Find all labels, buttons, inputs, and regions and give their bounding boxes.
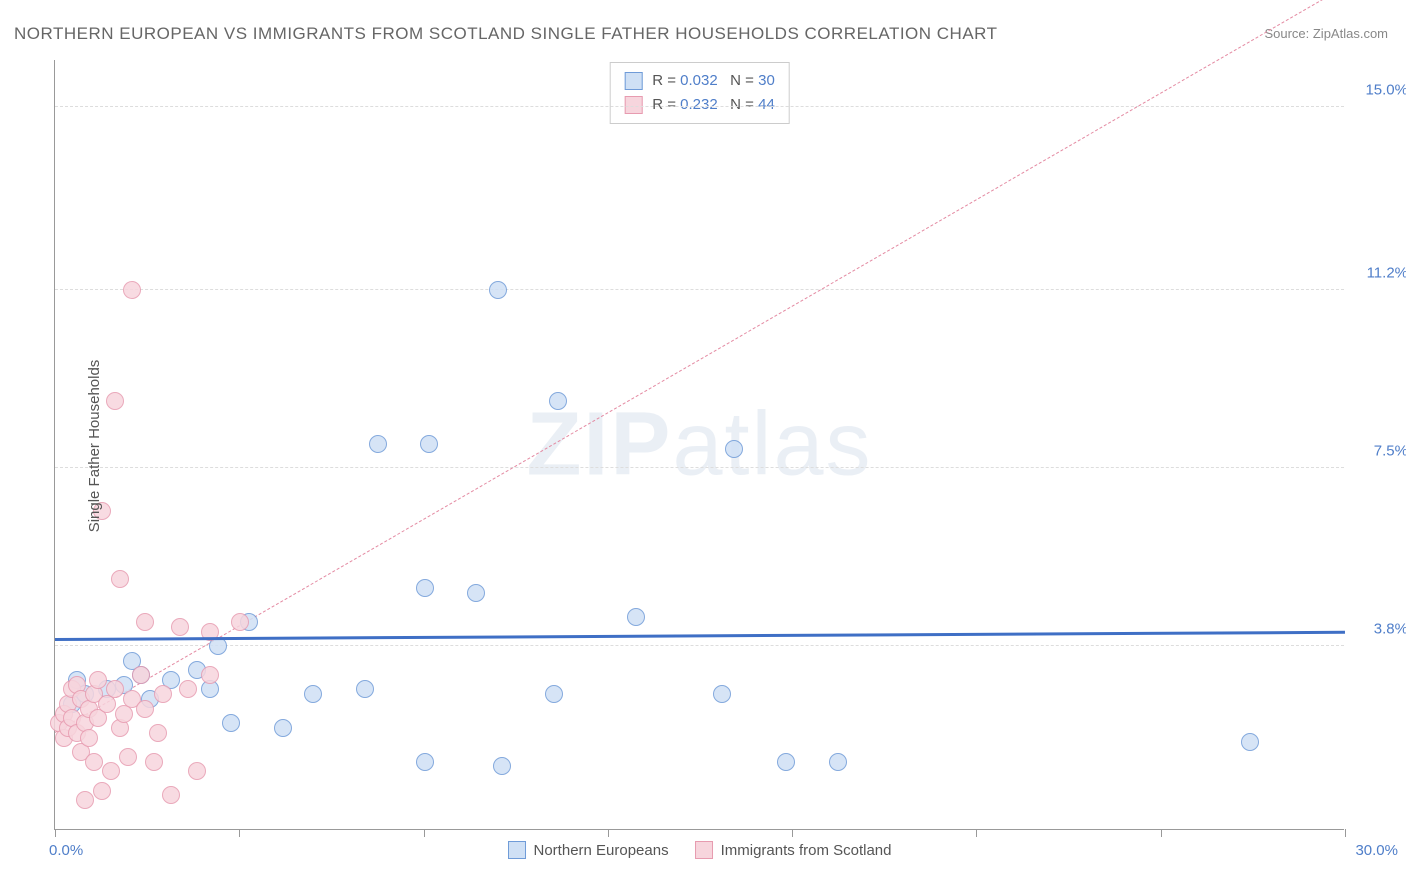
y-tick-label: 7.5% xyxy=(1352,443,1406,460)
y-axis-label: Single Father Households xyxy=(86,360,103,533)
data-point xyxy=(123,281,141,299)
data-point xyxy=(416,753,434,771)
gridline xyxy=(55,645,1344,646)
data-point xyxy=(136,700,154,718)
data-point xyxy=(136,613,154,631)
legend-label: Northern Europeans xyxy=(534,842,669,859)
y-tick-label: 3.8% xyxy=(1352,621,1406,638)
data-point xyxy=(627,608,645,626)
x-tick xyxy=(55,829,56,837)
legend-stats: R = 0.232 N = 44 xyxy=(652,93,775,117)
data-point xyxy=(171,618,189,636)
data-point xyxy=(713,685,731,703)
x-tick xyxy=(792,829,793,837)
x-tick xyxy=(424,829,425,837)
legend-item-northern_europeans: Northern Europeans xyxy=(508,841,669,859)
data-point xyxy=(222,714,240,732)
y-tick-label: 15.0% xyxy=(1352,82,1406,99)
x-min-label: 0.0% xyxy=(49,842,83,859)
gridline xyxy=(55,106,1344,107)
data-point xyxy=(80,729,98,747)
source-attribution: Source: ZipAtlas.com xyxy=(1264,26,1388,41)
data-point xyxy=(201,666,219,684)
legend-item-immigrants_scotland: Immigrants from Scotland xyxy=(695,841,892,859)
data-point xyxy=(369,435,387,453)
data-point xyxy=(76,791,94,809)
legend-row-immigrants_scotland: R = 0.232 N = 44 xyxy=(624,93,775,117)
x-tick xyxy=(1161,829,1162,837)
data-point xyxy=(188,762,206,780)
x-tick xyxy=(239,829,240,837)
data-point xyxy=(493,757,511,775)
data-point xyxy=(145,753,163,771)
trend-line-northern_europeans xyxy=(55,631,1345,641)
data-point xyxy=(420,435,438,453)
data-point xyxy=(132,666,150,684)
x-tick xyxy=(608,829,609,837)
data-point xyxy=(149,724,167,742)
data-point xyxy=(119,748,137,766)
data-point xyxy=(106,392,124,410)
legend-row-northern_europeans: R = 0.032 N = 30 xyxy=(624,69,775,93)
data-point xyxy=(85,753,103,771)
data-point xyxy=(162,786,180,804)
data-point xyxy=(545,685,563,703)
x-tick xyxy=(1345,829,1346,837)
y-tick-label: 11.2% xyxy=(1352,265,1406,282)
data-point xyxy=(777,753,795,771)
x-max-label: 30.0% xyxy=(1355,842,1398,859)
watermark: ZIPatlas xyxy=(526,393,872,496)
data-point xyxy=(304,685,322,703)
gridline xyxy=(55,467,1344,468)
data-point xyxy=(89,671,107,689)
data-point xyxy=(549,392,567,410)
x-tick xyxy=(976,829,977,837)
data-point xyxy=(154,685,172,703)
data-point xyxy=(725,440,743,458)
legend-swatch xyxy=(508,841,526,859)
data-point xyxy=(829,753,847,771)
data-point xyxy=(111,570,129,588)
gridline xyxy=(55,289,1344,290)
data-point xyxy=(93,782,111,800)
scatter-plot-area: ZIPatlas R = 0.032 N = 30R = 0.232 N = 4… xyxy=(54,60,1344,830)
legend-correlation-box: R = 0.032 N = 30R = 0.232 N = 44 xyxy=(609,62,790,124)
legend-swatch xyxy=(624,96,642,114)
legend-swatch xyxy=(624,72,642,90)
data-point xyxy=(356,680,374,698)
data-point xyxy=(106,680,124,698)
data-point xyxy=(1241,733,1259,751)
data-point xyxy=(231,613,249,631)
data-point xyxy=(179,680,197,698)
data-point xyxy=(489,281,507,299)
data-point xyxy=(102,762,120,780)
data-point xyxy=(467,584,485,602)
legend-series: Northern Europeans Immigrants from Scotla… xyxy=(508,841,892,859)
data-point xyxy=(416,579,434,597)
legend-swatch xyxy=(695,841,713,859)
chart-title: NORTHERN EUROPEAN VS IMMIGRANTS FROM SCO… xyxy=(14,24,998,44)
legend-stats: R = 0.032 N = 30 xyxy=(652,69,775,93)
legend-label: Immigrants from Scotland xyxy=(721,842,892,859)
data-point xyxy=(274,719,292,737)
